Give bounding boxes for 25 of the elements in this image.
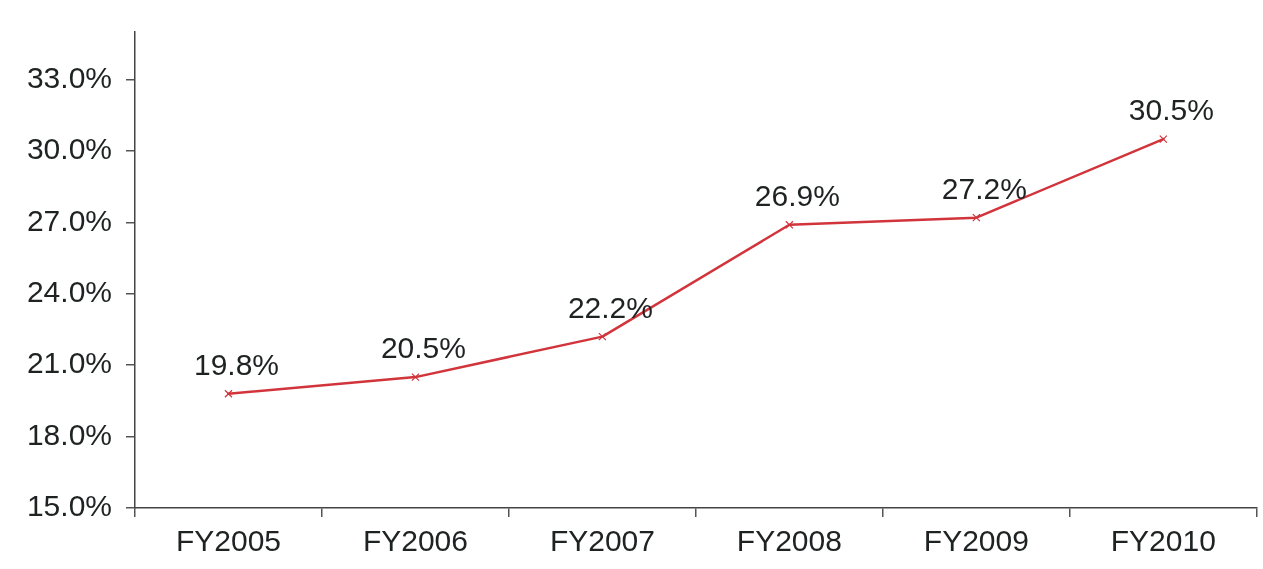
x-tick-label: FY2010 <box>1110 524 1216 558</box>
y-tick-label: 24.0% <box>26 275 112 309</box>
data-label: 30.5% <box>1128 93 1214 127</box>
point <box>598 332 607 341</box>
point <box>411 372 420 382</box>
point <box>785 220 794 229</box>
y-tick-label: 15.0% <box>26 489 112 523</box>
x-tick-label: FY2008 <box>736 524 842 558</box>
x-tick-label: FY2005 <box>175 524 282 558</box>
data-label: 22.2% <box>567 290 653 324</box>
y-tick-label: 30.0% <box>26 132 112 166</box>
data-label: 27.2% <box>941 171 1027 205</box>
x-tick-label: FY2007 <box>549 524 655 558</box>
x-tick-label: FY2006 <box>362 524 468 558</box>
y-tick-label: 18.0% <box>26 417 112 451</box>
point <box>972 213 981 222</box>
point <box>224 389 233 398</box>
data-label: 20.5% <box>380 331 466 365</box>
x-tick-label: FY2009 <box>923 524 1029 558</box>
point <box>1159 134 1168 144</box>
data-label: 19.8% <box>193 348 280 382</box>
y-tick-label: 33.0% <box>26 60 112 94</box>
y-tick-label: 27.0% <box>26 203 112 237</box>
data-label: 26.9% <box>754 179 840 213</box>
y-tick-label: 21.0% <box>26 346 112 380</box>
